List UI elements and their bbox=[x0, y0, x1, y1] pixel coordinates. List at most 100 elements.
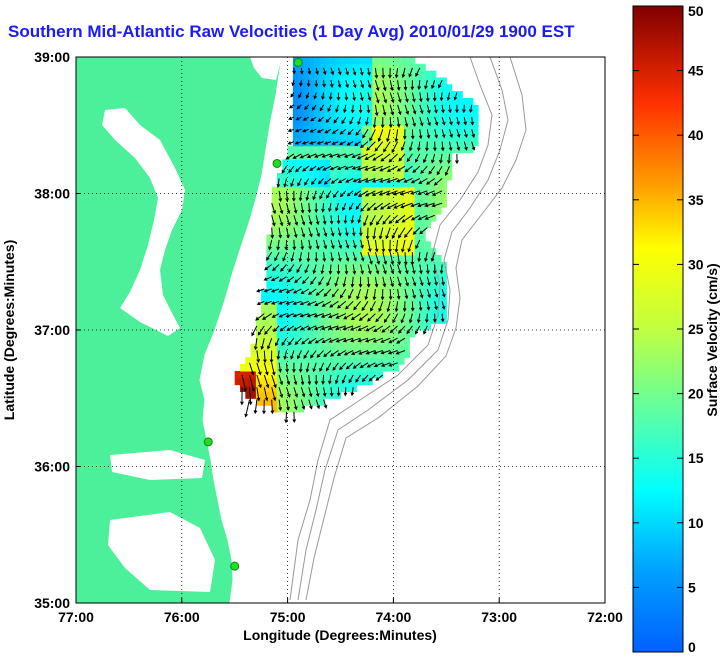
velocity-cell bbox=[382, 111, 389, 119]
velocity-cell bbox=[314, 364, 320, 372]
velocity-cell bbox=[382, 357, 389, 365]
velocity-cell bbox=[372, 166, 379, 174]
velocity-arrow bbox=[271, 362, 276, 376]
velocity-arrow bbox=[290, 92, 295, 98]
colorbar-tick-label: 40 bbox=[688, 127, 704, 143]
velocity-cell bbox=[425, 323, 431, 331]
velocity-cell bbox=[404, 193, 410, 201]
velocity-arrow bbox=[352, 80, 357, 89]
velocity-cell bbox=[404, 145, 410, 154]
velocity-cell bbox=[329, 118, 336, 126]
velocity-cell bbox=[255, 343, 262, 352]
velocity-cell bbox=[366, 343, 373, 352]
velocity-arrow bbox=[309, 141, 317, 145]
velocity-arrow bbox=[353, 190, 361, 196]
velocity-cell bbox=[324, 336, 331, 345]
velocity-cell bbox=[298, 343, 305, 352]
velocity-cell bbox=[393, 57, 400, 65]
velocity-arrow bbox=[316, 141, 324, 145]
velocity-cell bbox=[340, 193, 347, 201]
velocity-arrow bbox=[401, 239, 406, 253]
velocity-arrow bbox=[311, 104, 317, 111]
velocity-arrow bbox=[388, 214, 398, 225]
velocity-cell bbox=[404, 104, 410, 113]
velocity-arrow bbox=[339, 128, 347, 135]
velocity-arrow bbox=[424, 80, 428, 90]
velocity-cell bbox=[361, 91, 368, 99]
velocity-cell bbox=[372, 63, 379, 72]
velocity-arrow bbox=[332, 362, 339, 371]
velocity-cell bbox=[366, 138, 373, 147]
velocity-cell bbox=[298, 405, 305, 413]
velocity-arrow bbox=[394, 129, 399, 143]
velocity-arrow bbox=[426, 104, 431, 115]
velocity-cell bbox=[277, 398, 283, 406]
velocity-cell bbox=[382, 145, 389, 154]
velocity-cell bbox=[356, 268, 363, 276]
velocity-arrow bbox=[256, 387, 261, 402]
velocity-cell bbox=[266, 289, 273, 297]
velocity-cell bbox=[340, 159, 347, 167]
velocity-cell bbox=[319, 282, 326, 290]
velocity-arrow bbox=[355, 202, 362, 210]
velocity-cell bbox=[287, 241, 294, 249]
velocity-cell bbox=[356, 371, 363, 379]
velocity-cell bbox=[377, 309, 384, 317]
velocity-cell bbox=[419, 261, 426, 270]
velocity-cell bbox=[366, 84, 373, 92]
velocity-cell bbox=[377, 227, 384, 235]
velocity-arrow bbox=[393, 202, 406, 209]
velocity-arrow bbox=[359, 67, 364, 76]
velocity-arrow bbox=[306, 313, 317, 318]
velocity-cell bbox=[303, 330, 310, 338]
velocity-cell bbox=[430, 275, 437, 283]
velocity-cell bbox=[308, 248, 315, 256]
velocity-arrow bbox=[305, 362, 310, 373]
velocity-cell bbox=[298, 132, 305, 140]
velocity-cell bbox=[398, 275, 405, 283]
velocity-cell bbox=[472, 118, 479, 126]
velocity-cell bbox=[324, 350, 331, 358]
velocity-arrow bbox=[256, 374, 262, 389]
velocity-cell bbox=[298, 350, 305, 358]
velocity-cell bbox=[271, 289, 278, 297]
velocity-cell bbox=[319, 350, 326, 358]
velocity-cell bbox=[382, 77, 389, 85]
velocity-arrow bbox=[323, 239, 328, 250]
velocity-cell bbox=[388, 214, 394, 222]
velocity-cell bbox=[388, 173, 394, 181]
velocity-cell bbox=[329, 200, 336, 208]
velocity-cell bbox=[404, 343, 410, 352]
velocity-cell bbox=[435, 289, 442, 297]
velocity-cell bbox=[398, 84, 405, 92]
velocity-cell bbox=[340, 268, 347, 276]
velocity-cell bbox=[282, 398, 289, 406]
velocity-cell bbox=[335, 220, 342, 229]
velocity-cell bbox=[319, 254, 326, 263]
velocity-arrow bbox=[425, 92, 430, 103]
velocity-arrow bbox=[396, 117, 401, 128]
velocity-cell bbox=[277, 302, 283, 311]
velocity-cell bbox=[377, 295, 384, 304]
velocity-arrow bbox=[402, 129, 407, 140]
velocity-cell bbox=[377, 173, 384, 181]
velocity-cell bbox=[287, 220, 294, 229]
velocity-arrow bbox=[410, 202, 420, 208]
velocity-cell bbox=[430, 302, 437, 311]
velocity-cell bbox=[351, 220, 357, 229]
velocity-arrow bbox=[389, 276, 394, 288]
velocity-cell bbox=[398, 200, 405, 208]
velocity-arrow bbox=[431, 80, 436, 90]
velocity-cell bbox=[393, 104, 400, 113]
velocity-cell bbox=[351, 125, 357, 133]
velocity-cell bbox=[266, 330, 273, 338]
velocity-cell bbox=[398, 330, 405, 338]
velocity-cell bbox=[303, 159, 310, 167]
velocity-cell bbox=[351, 145, 357, 154]
velocity-cell bbox=[292, 384, 299, 392]
velocity-arrow bbox=[263, 362, 269, 376]
velocity-cell bbox=[382, 254, 389, 263]
velocity-cell bbox=[345, 330, 352, 338]
velocity-cell bbox=[398, 186, 405, 195]
velocity-cell bbox=[414, 91, 421, 99]
